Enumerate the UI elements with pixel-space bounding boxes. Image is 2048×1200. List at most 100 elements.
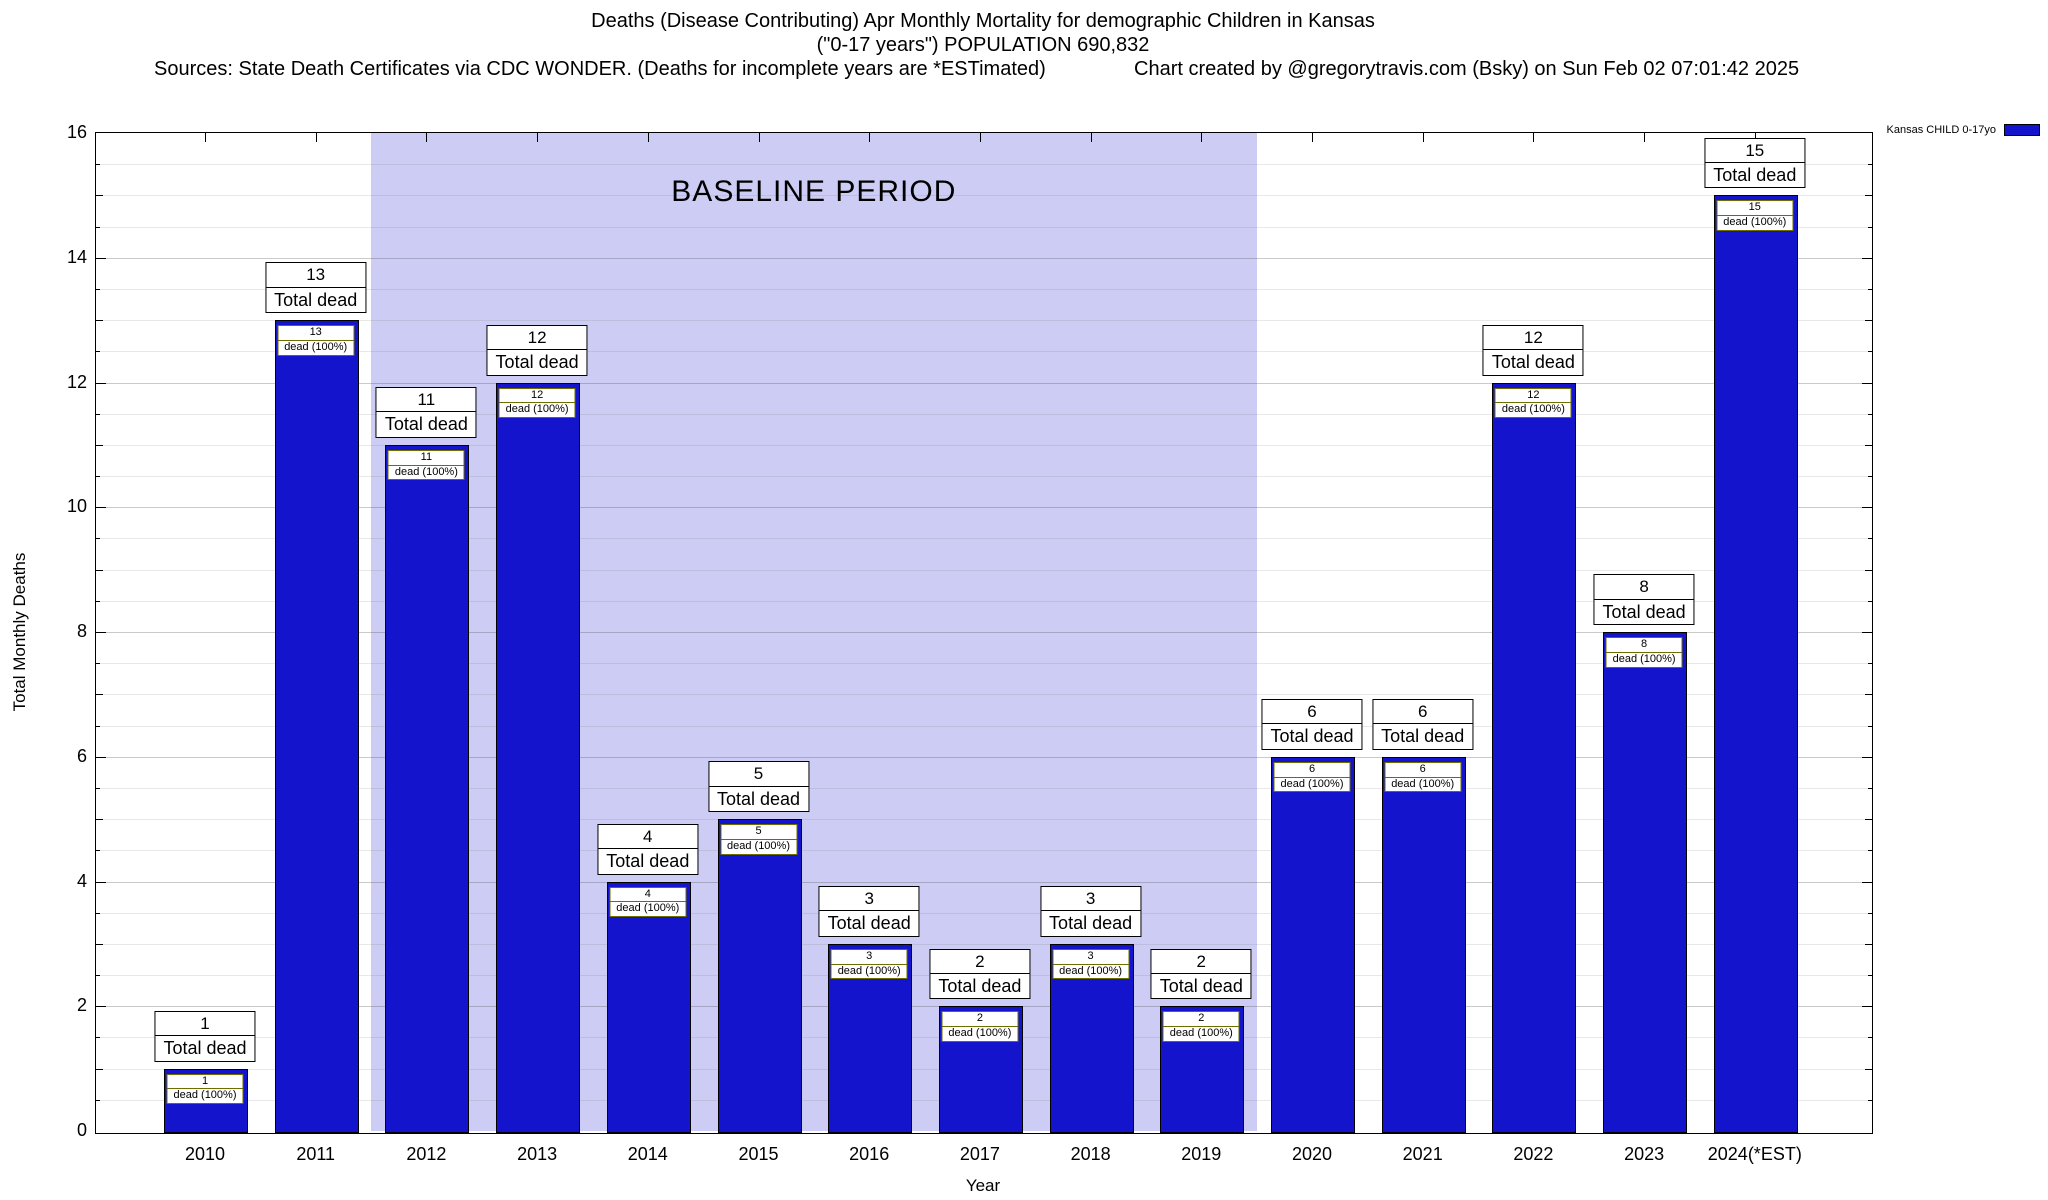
y-tick-label: 14	[66, 246, 87, 267]
y-tick	[1865, 569, 1872, 571]
y-tick	[1868, 351, 1872, 353]
bar-total-value: 3	[1041, 887, 1141, 912]
bar-2013	[496, 382, 581, 1133]
gridline-minor	[96, 288, 1870, 290]
gridline-major	[96, 507, 1870, 509]
y-tick	[1868, 600, 1872, 602]
bar-total-label: 6 Total dead	[1372, 699, 1474, 750]
gridline-minor	[96, 413, 1870, 415]
y-tick	[96, 819, 103, 821]
gridline-minor	[96, 538, 1870, 540]
y-axis-title: Total Monthly Deaths	[10, 552, 29, 712]
y-tick	[96, 444, 103, 446]
x-tick	[1644, 133, 1646, 142]
x-tick	[426, 133, 428, 142]
bar-total-text: Total dead	[1049, 913, 1133, 934]
bar-inner-value: 13	[278, 326, 354, 341]
y-tick-label: 16	[66, 122, 87, 142]
bar-total-value: 8	[1594, 575, 1694, 600]
bar-total-text: Total dead	[716, 788, 801, 809]
bar-inner-text: dead (100%)	[394, 465, 458, 478]
bar-inner-value: 3	[831, 950, 907, 965]
bar-inner-value: 12	[1495, 389, 1571, 404]
y-tick	[1868, 476, 1872, 478]
y-tick	[1865, 943, 1872, 945]
gridline-minor	[96, 694, 1870, 696]
bar-total-text: Total dead	[1602, 601, 1686, 622]
y-tick	[1865, 1068, 1872, 1070]
y-tick	[96, 257, 106, 259]
bar-inner-label: 4 dead (100%)	[609, 886, 687, 917]
gridline-minor	[96, 912, 1870, 914]
plot-area: BASELINE PERIOD 1 Total dead 1 dead (100%) 13…	[95, 132, 1873, 1134]
y-tick	[96, 476, 100, 478]
bar-inner-value: 2	[1163, 1012, 1239, 1027]
y-tick	[96, 975, 100, 977]
chart-title-line2: ("0-17 years") POPULATION 690,832	[816, 34, 1150, 56]
bar-inner-label: 5 dead (100%)	[720, 824, 797, 855]
y-tick	[1865, 195, 1872, 197]
y-tick	[1862, 756, 1872, 758]
bar-total-text: Total dead	[1159, 975, 1243, 996]
y-tick	[1862, 507, 1872, 509]
bar-inner-value: 5	[721, 825, 796, 840]
gridline-major	[96, 257, 1870, 259]
gridline-minor	[96, 943, 1870, 945]
bar-inner-value: 11	[388, 451, 464, 466]
bar-total-label: 2 Total dead	[1150, 948, 1252, 1000]
bar-inner-value: 4	[610, 888, 686, 903]
y-tick	[96, 413, 100, 415]
bar-2021	[1381, 756, 1466, 1133]
gridline-minor	[96, 725, 1870, 727]
y-tick	[1865, 819, 1872, 821]
bar-total-text: Total dead	[606, 851, 690, 871]
x-tick	[647, 133, 649, 142]
y-tick	[96, 632, 106, 633]
y-tick	[96, 912, 100, 914]
y-tick	[1868, 975, 1872, 977]
bar-inner-label: 6 dead (100%)	[1384, 761, 1462, 793]
gridline-minor	[96, 787, 1870, 789]
y-tick	[96, 1006, 106, 1008]
bar-inner-label: 15 dead (100%)	[1716, 200, 1794, 231]
bar-2022	[1492, 382, 1577, 1133]
y-tick	[96, 507, 106, 509]
x-tick-label: 2019	[1181, 1144, 1222, 1164]
bar-total-label: 8 Total dead	[1593, 574, 1695, 625]
bar-total-value: 15	[1705, 139, 1805, 163]
bar-total-text: Total dead	[938, 975, 1022, 996]
bar-total-value: 6	[1262, 700, 1362, 725]
bar-total-value: 3	[819, 887, 919, 912]
gridline-minor	[96, 569, 1870, 571]
gridline-minor	[96, 351, 1870, 353]
x-tick	[1533, 133, 1535, 142]
bar-total-text: Total dead	[1713, 164, 1797, 185]
x-tick-label: 2010	[184, 1144, 226, 1164]
bar-2011	[274, 320, 359, 1133]
bar-inner-value: 6	[1385, 763, 1461, 778]
y-tick	[96, 943, 103, 945]
y-tick	[96, 164, 100, 166]
y-tick	[1862, 257, 1872, 259]
y-tick	[1868, 850, 1872, 852]
bar-total-value: 12	[487, 326, 587, 350]
bar-total-value: 4	[598, 825, 698, 849]
bar-inner-label: 3 dead (100%)	[1052, 948, 1130, 980]
y-tick	[96, 351, 100, 353]
y-tick	[96, 1068, 103, 1070]
bar-total-text: Total dead	[274, 289, 358, 310]
bar-total-label: 12 Total dead	[486, 324, 588, 376]
x-tick	[979, 133, 981, 142]
x-tick	[205, 133, 206, 142]
x-tick	[1422, 133, 1424, 142]
gridline-minor	[96, 850, 1870, 852]
y-tick	[1868, 288, 1872, 290]
bar-inner-text: dead (100%)	[948, 1027, 1012, 1039]
y-tick	[96, 195, 103, 197]
bar-total-text: Total dead	[827, 913, 911, 934]
bar-total-value: 1	[155, 1012, 255, 1037]
x-tick	[537, 133, 539, 142]
y-tick	[1868, 538, 1872, 540]
bar-inner-value: 12	[499, 389, 575, 404]
bar-total-value: 2	[1151, 950, 1251, 974]
